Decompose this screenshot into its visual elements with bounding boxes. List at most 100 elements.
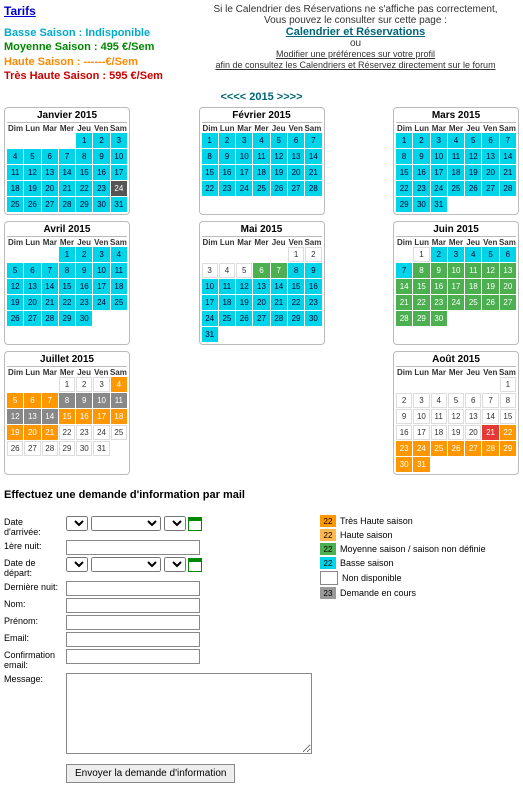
day-cell[interactable]: 6 xyxy=(24,263,40,278)
day-cell[interactable]: 29 xyxy=(59,441,75,456)
day-cell[interactable]: 11 xyxy=(448,149,464,164)
day-cell[interactable]: 23 xyxy=(431,295,447,310)
day-cell[interactable]: 11 xyxy=(219,279,235,294)
day-cell[interactable]: 21 xyxy=(396,295,412,310)
day-cell[interactable]: 30 xyxy=(93,197,109,212)
day-cell[interactable]: 5 xyxy=(236,263,252,278)
day-cell[interactable]: 18 xyxy=(7,181,23,196)
day-cell[interactable]: 6 xyxy=(288,133,304,148)
day-cell[interactable]: 7 xyxy=(59,149,75,164)
day-cell[interactable]: 20 xyxy=(24,295,40,310)
day-cell[interactable]: 15 xyxy=(500,409,516,424)
day-cell[interactable]: 28 xyxy=(42,311,58,326)
nom-input[interactable] xyxy=(66,598,200,613)
day-cell[interactable]: 24 xyxy=(93,295,109,310)
day-cell[interactable]: 1 xyxy=(288,247,304,262)
day-cell[interactable]: 31 xyxy=(202,327,218,342)
day-cell[interactable]: 10 xyxy=(413,409,429,424)
day-cell[interactable]: 29 xyxy=(76,197,92,212)
day-cell[interactable]: 1 xyxy=(413,247,429,262)
day-cell[interactable]: 14 xyxy=(42,409,58,424)
day-cell[interactable]: 28 xyxy=(42,441,58,456)
day-cell[interactable]: 30 xyxy=(431,311,447,326)
day-cell[interactable]: 16 xyxy=(431,279,447,294)
day-cell[interactable]: 10 xyxy=(202,279,218,294)
day-cell[interactable]: 7 xyxy=(500,133,516,148)
day-cell[interactable]: 8 xyxy=(59,393,75,408)
day-cell[interactable]: 4 xyxy=(111,247,127,262)
day-cell[interactable]: 23 xyxy=(219,181,235,196)
day-cell[interactable]: 21 xyxy=(500,165,516,180)
day-cell[interactable]: 19 xyxy=(271,165,287,180)
arrivee-year[interactable] xyxy=(164,516,186,531)
day-cell[interactable]: 12 xyxy=(236,279,252,294)
day-cell[interactable]: 25 xyxy=(431,441,447,456)
day-cell[interactable]: 10 xyxy=(93,393,109,408)
day-cell[interactable]: 25 xyxy=(111,295,127,310)
day-cell[interactable]: 31 xyxy=(413,457,429,472)
day-cell[interactable]: 27 xyxy=(288,181,304,196)
day-cell[interactable]: 2 xyxy=(93,133,109,148)
day-cell[interactable]: 12 xyxy=(465,149,481,164)
day-cell[interactable]: 7 xyxy=(42,393,58,408)
conf-email-input[interactable] xyxy=(66,649,200,664)
day-cell[interactable]: 30 xyxy=(76,441,92,456)
day-cell[interactable]: 28 xyxy=(396,311,412,326)
day-cell[interactable]: 3 xyxy=(93,377,109,392)
day-cell[interactable]: 12 xyxy=(7,409,23,424)
day-cell[interactable]: 9 xyxy=(305,263,321,278)
day-cell[interactable]: 3 xyxy=(202,263,218,278)
day-cell[interactable]: 5 xyxy=(24,149,40,164)
day-cell[interactable]: 21 xyxy=(42,425,58,440)
day-cell[interactable]: 18 xyxy=(253,165,269,180)
day-cell[interactable]: 19 xyxy=(7,425,23,440)
day-cell[interactable]: 1 xyxy=(59,247,75,262)
day-cell[interactable]: 27 xyxy=(42,197,58,212)
day-cell[interactable]: 7 xyxy=(271,263,287,278)
day-cell[interactable]: 14 xyxy=(42,279,58,294)
day-cell[interactable]: 23 xyxy=(396,441,412,456)
day-cell[interactable]: 29 xyxy=(500,441,516,456)
day-cell[interactable]: 3 xyxy=(93,247,109,262)
day-cell[interactable]: 15 xyxy=(288,279,304,294)
day-cell[interactable]: 30 xyxy=(413,197,429,212)
day-cell[interactable]: 18 xyxy=(448,165,464,180)
day-cell[interactable]: 7 xyxy=(42,263,58,278)
calendar-icon[interactable] xyxy=(188,517,202,531)
email-input[interactable] xyxy=(66,632,200,647)
day-cell[interactable]: 29 xyxy=(288,311,304,326)
day-cell[interactable]: 8 xyxy=(396,149,412,164)
derniere-nuit-input[interactable] xyxy=(66,581,200,596)
day-cell[interactable]: 4 xyxy=(7,149,23,164)
day-cell[interactable]: 28 xyxy=(59,197,75,212)
day-cell[interactable]: 4 xyxy=(465,247,481,262)
day-cell[interactable]: 18 xyxy=(219,295,235,310)
day-cell[interactable]: 4 xyxy=(111,377,127,392)
day-cell[interactable]: 21 xyxy=(271,295,287,310)
day-cell[interactable]: 24 xyxy=(413,441,429,456)
day-cell[interactable]: 14 xyxy=(305,149,321,164)
day-cell[interactable]: 20 xyxy=(500,279,516,294)
day-cell[interactable]: 22 xyxy=(202,181,218,196)
day-cell[interactable]: 1 xyxy=(396,133,412,148)
day-cell[interactable]: 8 xyxy=(500,393,516,408)
day-cell[interactable]: 10 xyxy=(448,263,464,278)
day-cell[interactable]: 12 xyxy=(7,279,23,294)
year-next[interactable]: >>>> xyxy=(277,91,303,103)
day-cell[interactable]: 9 xyxy=(413,149,429,164)
day-cell[interactable]: 27 xyxy=(24,311,40,326)
day-cell[interactable]: 20 xyxy=(465,425,481,440)
day-cell[interactable]: 22 xyxy=(413,295,429,310)
day-cell[interactable]: 5 xyxy=(465,133,481,148)
day-cell[interactable]: 2 xyxy=(76,247,92,262)
year-prev[interactable]: <<<< xyxy=(220,91,246,103)
day-cell[interactable]: 4 xyxy=(448,133,464,148)
day-cell[interactable]: 6 xyxy=(42,149,58,164)
day-cell[interactable]: 1 xyxy=(59,377,75,392)
depart-month[interactable] xyxy=(91,557,161,572)
day-cell[interactable]: 18 xyxy=(111,279,127,294)
day-cell[interactable]: 16 xyxy=(93,165,109,180)
day-cell[interactable]: 23 xyxy=(93,181,109,196)
day-cell[interactable]: 28 xyxy=(271,311,287,326)
day-cell[interactable]: 17 xyxy=(93,279,109,294)
